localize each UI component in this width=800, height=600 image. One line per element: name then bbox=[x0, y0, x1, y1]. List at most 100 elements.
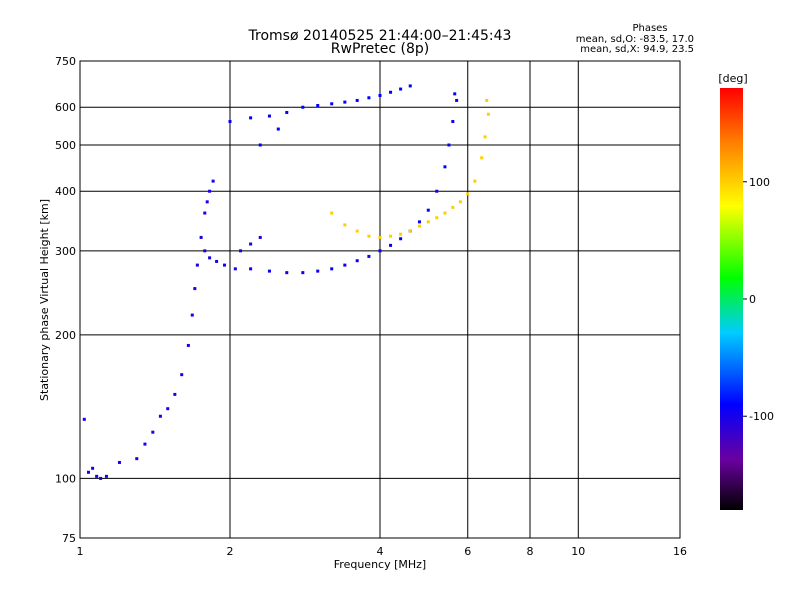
echo-point bbox=[473, 179, 477, 183]
echo-point bbox=[166, 407, 170, 411]
echo-point bbox=[330, 211, 334, 215]
echo-point bbox=[399, 237, 403, 241]
echo-point bbox=[82, 417, 86, 421]
colorbar-label: [deg] bbox=[718, 72, 747, 85]
y-tick-label: 200 bbox=[55, 329, 76, 342]
echo-point bbox=[180, 373, 184, 377]
chart-title: Tromsø 20140525 21:44:00–21:45:43 bbox=[248, 28, 512, 44]
y-axis-ticks: 75 100 200 300 400 500 600 750 bbox=[55, 55, 76, 545]
echo-point bbox=[190, 313, 194, 317]
echo-point bbox=[117, 460, 121, 464]
echo-point bbox=[135, 457, 139, 461]
echo-point bbox=[443, 165, 447, 169]
y-tick-label: 500 bbox=[55, 139, 76, 152]
x-tick-label: 4 bbox=[377, 545, 384, 558]
echo-point bbox=[223, 263, 227, 267]
echo-point bbox=[330, 102, 334, 106]
y-tick-label: 600 bbox=[55, 101, 76, 114]
echo-point bbox=[193, 287, 197, 291]
y-tick-label: 75 bbox=[62, 532, 76, 545]
echo-point bbox=[458, 200, 462, 204]
echo-point bbox=[367, 96, 371, 100]
echo-point bbox=[355, 259, 359, 263]
echo-point bbox=[301, 271, 305, 275]
chart-subtitle: RwPretec (8p) bbox=[331, 41, 429, 57]
echo-point bbox=[215, 259, 219, 263]
y-tick-label: 300 bbox=[55, 245, 76, 258]
echo-point bbox=[301, 105, 305, 109]
echo-point bbox=[99, 476, 103, 480]
echo-point bbox=[486, 112, 490, 116]
echo-point bbox=[426, 208, 430, 212]
stats-heading: Phases bbox=[632, 23, 667, 34]
echo-point bbox=[343, 263, 347, 267]
x-tick-label: 2 bbox=[227, 545, 234, 558]
echo-point bbox=[408, 229, 412, 233]
echo-point bbox=[91, 466, 95, 470]
echo-point bbox=[258, 235, 262, 239]
echo-point bbox=[378, 235, 382, 239]
echo-point bbox=[343, 100, 347, 104]
x-tick-label: 6 bbox=[464, 545, 471, 558]
echo-point bbox=[203, 249, 207, 253]
echo-point bbox=[285, 110, 289, 114]
x-tick-label: 1 bbox=[77, 545, 84, 558]
echo-point bbox=[276, 127, 280, 131]
echo-point bbox=[389, 90, 393, 94]
echo-point bbox=[408, 84, 412, 88]
echo-point bbox=[267, 269, 271, 273]
echo-point bbox=[399, 232, 403, 236]
stats-x-mode: mean, sd,X: 94.9, 23.5 bbox=[580, 44, 694, 55]
echo-point bbox=[86, 470, 90, 474]
echo-point bbox=[455, 98, 459, 102]
echo-point bbox=[316, 269, 320, 273]
y-tick-label: 100 bbox=[55, 472, 76, 485]
echo-point bbox=[195, 263, 199, 267]
echo-point bbox=[389, 243, 393, 247]
stats-o-mode: mean, sd,O: -83.5, 17.0 bbox=[576, 34, 694, 45]
echo-point bbox=[355, 229, 359, 233]
echo-point bbox=[389, 234, 393, 238]
echo-point bbox=[228, 120, 232, 124]
y-axis-label: Stationary phase Virtual Height [km] bbox=[38, 199, 51, 401]
echo-point bbox=[451, 205, 455, 209]
echo-point bbox=[316, 104, 320, 108]
echo-point bbox=[186, 343, 190, 347]
colorbar-tick-label: 0 bbox=[749, 293, 756, 306]
echo-point bbox=[258, 143, 262, 147]
echo-point bbox=[249, 116, 253, 120]
echo-point bbox=[239, 249, 243, 253]
echo-point bbox=[443, 211, 447, 215]
x-tick-label: 16 bbox=[673, 545, 687, 558]
echo-point bbox=[451, 120, 455, 124]
echo-point bbox=[367, 234, 371, 238]
echo-point bbox=[426, 220, 430, 224]
echo-point bbox=[417, 224, 421, 228]
echo-point bbox=[485, 98, 489, 102]
echo-point bbox=[343, 223, 347, 227]
echo-point bbox=[211, 179, 215, 183]
colorbar bbox=[720, 88, 743, 510]
echo-point bbox=[453, 92, 457, 96]
echo-point bbox=[249, 267, 253, 271]
echo-point bbox=[95, 474, 99, 478]
echo-point bbox=[158, 414, 162, 418]
echo-point bbox=[208, 256, 212, 260]
echo-point bbox=[233, 267, 237, 271]
colorbar-tick-label: -100 bbox=[749, 410, 774, 423]
echo-point bbox=[483, 135, 487, 139]
echo-point bbox=[378, 93, 382, 97]
echo-point bbox=[435, 216, 439, 220]
echo-point bbox=[267, 114, 271, 118]
echo-point bbox=[367, 254, 371, 258]
echo-point bbox=[435, 189, 439, 193]
echo-point bbox=[205, 200, 209, 204]
x-tick-label: 8 bbox=[527, 545, 534, 558]
echo-point bbox=[285, 271, 289, 275]
echo-point bbox=[208, 189, 212, 193]
echo-point bbox=[173, 392, 177, 396]
x-axis-label: Frequency [MHz] bbox=[334, 558, 426, 571]
echo-point bbox=[466, 192, 470, 196]
echo-point bbox=[330, 267, 334, 271]
